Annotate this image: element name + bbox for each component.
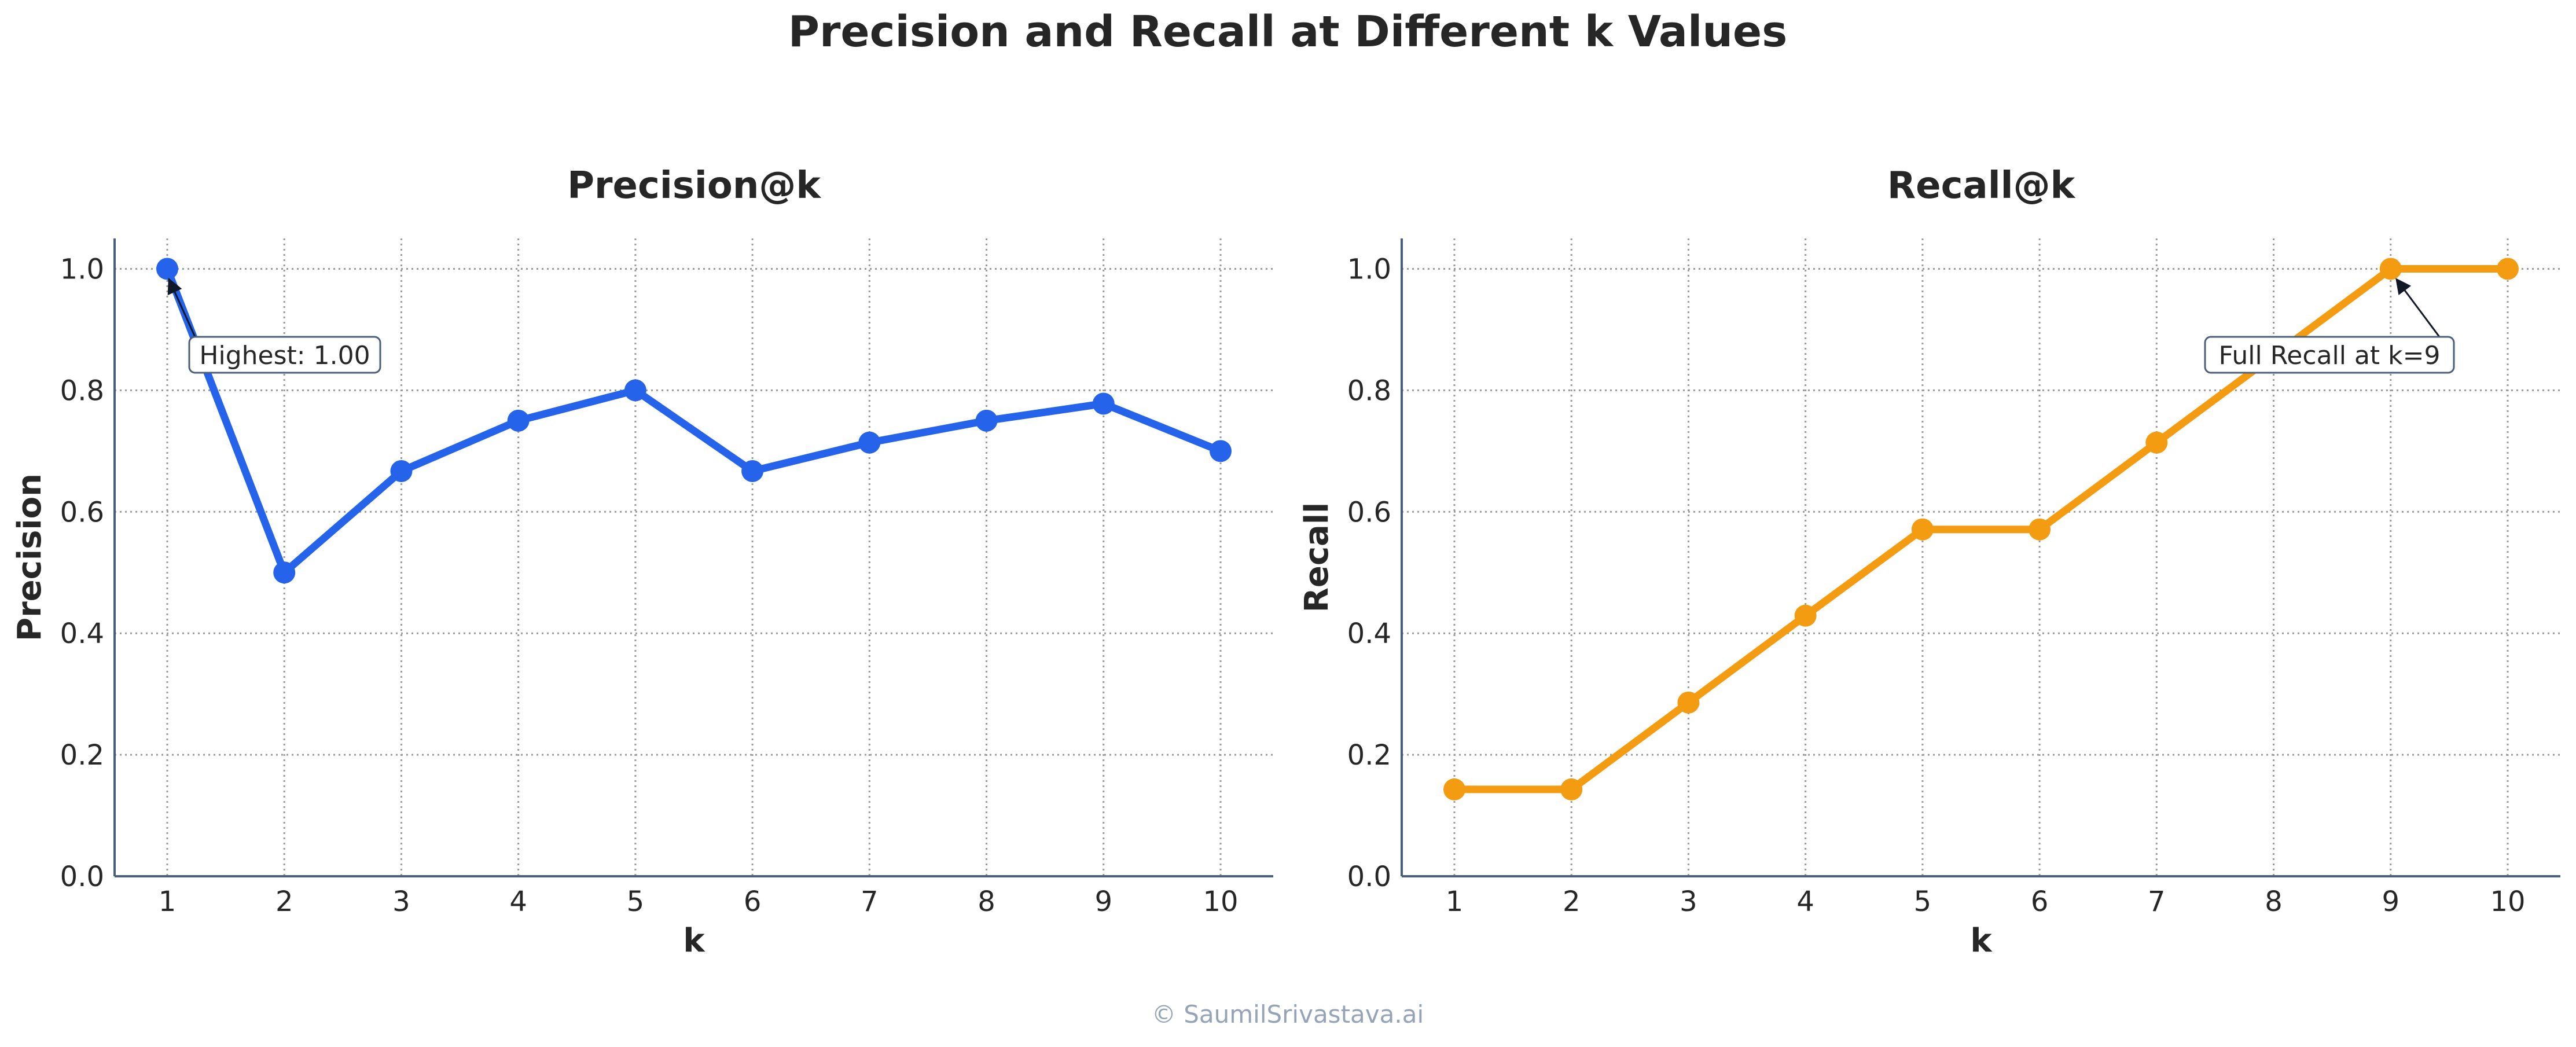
data-point: [1677, 691, 1700, 714]
data-point: [1443, 778, 1465, 800]
x-tick-label: 3: [392, 886, 410, 918]
data-point: [2145, 431, 2168, 454]
chart-title: Recall@k: [1887, 164, 2076, 207]
x-tick-label: 9: [1095, 886, 1113, 918]
data-point: [1210, 440, 1232, 462]
y-tick-label: 0.0: [1347, 861, 1391, 893]
x-tick-label: 10: [2490, 886, 2525, 918]
data-point: [273, 561, 296, 584]
data-point: [741, 460, 764, 482]
x-tick-label: 4: [509, 886, 527, 918]
annotation-label: Highest: 1.00: [199, 341, 370, 370]
annotation-arrow: [167, 278, 196, 337]
y-tick-label: 0.0: [60, 861, 104, 893]
x-tick-label: 9: [2382, 886, 2400, 918]
chart-title: Precision@k: [567, 164, 821, 207]
y-tick-label: 0.6: [60, 496, 104, 528]
data-point: [1911, 518, 1934, 541]
data-point: [507, 409, 530, 432]
figure-title: Precision and Recall at Different k Valu…: [788, 7, 1788, 57]
y-tick-label: 0.6: [1347, 496, 1391, 528]
x-tick-label: 1: [159, 886, 177, 918]
x-tick-label: 8: [2265, 886, 2283, 918]
data-point: [858, 431, 881, 454]
x-tick-label: 5: [1914, 886, 1932, 918]
data-point: [975, 409, 998, 432]
y-tick-label: 1.0: [60, 253, 104, 285]
x-tick-label: 2: [1563, 886, 1581, 918]
y-tick-label: 0.4: [1347, 618, 1391, 650]
data-point: [1092, 392, 1115, 415]
x-tick-label: 7: [861, 886, 879, 918]
y-tick-label: 0.8: [60, 374, 104, 407]
data-point: [1560, 778, 1583, 800]
x-tick-label: 3: [1680, 886, 1697, 918]
y-tick-label: 0.4: [60, 618, 104, 650]
y-tick-label: 0.8: [1347, 374, 1391, 407]
data-point: [2029, 518, 2051, 541]
y-tick-label: 0.2: [60, 739, 104, 772]
x-tick-label: 10: [1203, 886, 1238, 918]
y-axis-label: Precision: [11, 473, 49, 641]
x-axis-label: k: [683, 922, 705, 960]
data-point: [1794, 604, 1817, 627]
x-axis-label: k: [1970, 922, 1993, 960]
watermark: © SaumilSrivastava.ai: [1152, 1000, 1424, 1028]
x-tick-label: 5: [627, 886, 645, 918]
data-point: [390, 460, 413, 482]
y-tick-label: 1.0: [1347, 253, 1391, 285]
data-point: [624, 379, 646, 402]
annotation-box: [188, 336, 381, 374]
y-axis-label: Recall: [1298, 502, 1336, 612]
annotation-arrow: [2395, 278, 2441, 337]
x-tick-label: 4: [1796, 886, 1814, 918]
x-tick-label: 7: [2148, 886, 2166, 918]
x-tick-label: 6: [2031, 886, 2049, 918]
annotation-label: Full Recall at k=9: [2218, 341, 2440, 370]
x-tick-label: 8: [978, 886, 995, 918]
series-line: [1450, 264, 2512, 793]
series-line: [163, 264, 1225, 576]
precision-chart: 1 2 3 4 5 6 7 8 9 10 0.0 0.2 0.4 0.6 0.8 1.0 Precision@k…: [11, 164, 1273, 960]
data-point: [2379, 258, 2402, 280]
y-tick-label: 0.2: [1347, 739, 1391, 772]
annotation-box: [2204, 336, 2455, 374]
data-point: [2497, 258, 2519, 280]
recall-chart: 1 2 3 4 5 6 7 8 9 10 0.0 0.2 0.4 0.6 0.8 1.0 Recall@k k Re…: [1298, 164, 2560, 960]
x-tick-label: 2: [275, 886, 293, 918]
data-point: [156, 258, 178, 280]
x-tick-label: 6: [744, 886, 762, 918]
x-tick-label: 1: [1446, 886, 1464, 918]
